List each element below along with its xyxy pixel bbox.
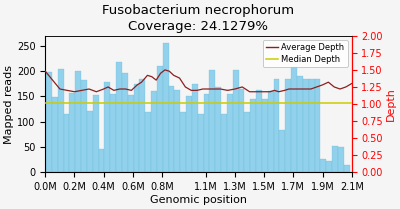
Bar bbox=[81, 80, 87, 172]
Average Depth bbox=[349, 82, 354, 85]
Bar bbox=[46, 72, 52, 172]
Bar bbox=[268, 91, 274, 172]
Bar bbox=[297, 76, 303, 172]
Bar bbox=[93, 95, 98, 172]
Bar bbox=[75, 71, 81, 172]
Bar bbox=[204, 94, 210, 172]
Bar bbox=[280, 130, 285, 172]
Bar bbox=[151, 91, 157, 172]
Line: Average Depth: Average Depth bbox=[45, 70, 352, 92]
Bar bbox=[140, 79, 145, 172]
Bar bbox=[309, 79, 314, 172]
Median Depth bbox=[43, 101, 48, 104]
Title: Fusobacterium necrophorum
Coverage: 24.1279%: Fusobacterium necrophorum Coverage: 24.1… bbox=[102, 4, 294, 33]
Bar bbox=[210, 70, 215, 172]
Average Depth bbox=[240, 86, 245, 88]
Average Depth bbox=[139, 81, 144, 83]
X-axis label: Genomic position: Genomic position bbox=[150, 195, 247, 205]
Bar bbox=[338, 147, 344, 172]
Average Depth bbox=[162, 69, 167, 71]
Bar bbox=[192, 84, 198, 172]
Bar bbox=[116, 62, 122, 172]
Bar bbox=[174, 90, 180, 172]
Bar bbox=[215, 87, 221, 172]
Average Depth bbox=[262, 90, 266, 93]
Average Depth bbox=[254, 90, 259, 93]
Bar bbox=[157, 66, 163, 172]
Bar bbox=[110, 94, 116, 172]
Bar bbox=[122, 73, 128, 172]
Bar bbox=[291, 67, 297, 172]
Bar bbox=[104, 82, 110, 172]
Bar bbox=[303, 79, 309, 172]
Bar bbox=[64, 114, 69, 172]
Legend: Average Depth, Median Depth: Average Depth, Median Depth bbox=[263, 40, 348, 67]
Bar bbox=[256, 90, 262, 172]
Average Depth bbox=[43, 70, 48, 73]
Bar bbox=[52, 97, 58, 172]
Bar bbox=[87, 111, 93, 172]
Bar bbox=[145, 112, 151, 172]
Bar bbox=[198, 114, 204, 172]
Average Depth bbox=[72, 90, 77, 93]
Bar bbox=[320, 159, 326, 172]
Median Depth bbox=[43, 101, 48, 104]
Bar bbox=[285, 79, 291, 172]
Y-axis label: Mapped reads: Mapped reads bbox=[4, 65, 14, 144]
Bar bbox=[274, 79, 280, 172]
Y-axis label: Depth: Depth bbox=[386, 87, 396, 121]
Bar bbox=[326, 161, 332, 172]
Bar bbox=[58, 69, 64, 172]
Bar bbox=[180, 112, 186, 172]
Bar bbox=[163, 43, 168, 172]
Bar bbox=[314, 79, 320, 172]
Bar bbox=[344, 165, 350, 172]
Bar bbox=[233, 70, 239, 172]
Bar bbox=[168, 86, 174, 172]
Bar bbox=[332, 145, 338, 172]
Bar bbox=[262, 99, 268, 172]
Bar bbox=[186, 96, 192, 172]
Average Depth bbox=[291, 88, 296, 90]
Bar bbox=[134, 84, 140, 172]
Bar bbox=[221, 114, 227, 172]
Bar bbox=[69, 93, 75, 172]
Bar bbox=[244, 112, 250, 172]
Bar bbox=[250, 99, 256, 172]
Average Depth bbox=[232, 88, 237, 90]
Bar bbox=[128, 96, 134, 172]
Bar bbox=[227, 94, 233, 172]
Bar bbox=[98, 149, 104, 172]
Bar bbox=[239, 89, 244, 172]
